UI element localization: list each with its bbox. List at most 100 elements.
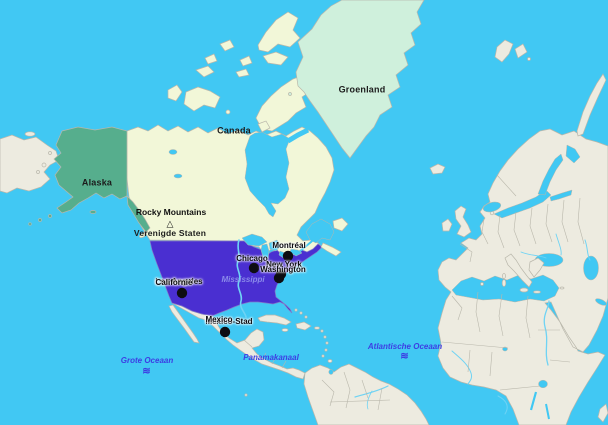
caspian-sea (583, 255, 599, 281)
bahamas-islet (294, 308, 298, 312)
puerto-rico-island (314, 326, 320, 330)
novaya-zemlya (576, 73, 607, 137)
city-dot-los-angeles[interactable] (176, 287, 188, 299)
gulf-of-finland (549, 189, 573, 202)
region-iceland[interactable] (429, 163, 446, 175)
antilles-islet (324, 348, 328, 352)
greenland-islet (288, 92, 292, 96)
region-greece (528, 257, 545, 278)
alaska-group (28, 126, 151, 233)
lake-tanganyika (529, 391, 538, 411)
antilles-islet (323, 335, 327, 339)
aleutian-islet (28, 222, 32, 226)
bahamas-islet (304, 315, 308, 319)
cyprus-island (559, 286, 565, 290)
region-label-groenland: Groenland (338, 84, 386, 95)
city-dot-mexico-stad[interactable] (219, 326, 231, 338)
banks-island (167, 84, 183, 102)
lake-maracaibo (328, 369, 334, 375)
bering-island (24, 131, 36, 137)
city-dot-montr-al[interactable] (282, 250, 294, 262)
victoria-island (183, 86, 221, 112)
st-lawrence-river (298, 236, 317, 253)
skagerrak (482, 201, 502, 213)
lake-huron (268, 239, 282, 252)
region-alaska[interactable] (53, 126, 128, 214)
mountain-icon: △ (166, 218, 174, 229)
city-label-los-angeles: Los Angeles (155, 277, 203, 286)
overlap-label-californi: Californië (155, 278, 193, 287)
region-united-kingdom[interactable] (454, 205, 472, 238)
region-cuba[interactable] (257, 314, 292, 326)
persian-gulf (595, 298, 607, 306)
lake-victoria (538, 379, 548, 389)
river-label-mississippi: Mississippi (221, 275, 265, 284)
city-label-montr-al: Montréal (272, 241, 306, 250)
svalbard-island (514, 43, 528, 59)
water-bodies (168, 127, 607, 420)
water-label-panamakanaal: Panamakanaal (243, 353, 299, 362)
region-label-verenigde-staten: Verenigde Staten (133, 227, 207, 238)
congo-river (497, 395, 508, 415)
svalbard-island (494, 39, 514, 63)
pacific-islet (244, 393, 248, 397)
white-sea (565, 144, 581, 164)
arctic-islet (219, 39, 235, 52)
rivers (236, 233, 591, 415)
balearic-islet (480, 282, 484, 286)
nova-scotia (320, 242, 342, 257)
city-label-new-york: New York (266, 260, 302, 269)
hispaniola-island (295, 321, 312, 331)
newfoundland-island (332, 217, 349, 232)
bering-islet (41, 162, 47, 168)
region-label-canada: Canada (217, 125, 251, 136)
region-chukotka-russia[interactable] (0, 134, 60, 194)
alaska-panhandle (126, 195, 151, 233)
antilles-islet (320, 329, 324, 333)
volga-river (584, 239, 591, 261)
gulf-of-bothnia (537, 153, 564, 196)
svalbard-islet (527, 57, 531, 61)
king-william-islet (225, 109, 231, 115)
waves-icon: ≋ (142, 366, 150, 377)
antilles-islet (321, 354, 325, 358)
region-madagascar (597, 403, 608, 423)
sardinia-island (501, 279, 507, 287)
trinidad-island (327, 359, 333, 363)
sicily-island (519, 287, 529, 293)
crete-island (533, 290, 541, 294)
antilles-islet (325, 341, 329, 345)
region-ireland[interactable] (441, 218, 453, 232)
mountain-range-label: Rocky Mountains (135, 206, 207, 217)
dnieper-river (555, 233, 562, 256)
great-bear-lake (168, 149, 178, 155)
region-italy (504, 253, 533, 288)
region-greenland[interactable] (295, 0, 425, 159)
lake-superior (241, 233, 268, 247)
baltic-sea (493, 189, 552, 219)
country-borders (243, 174, 585, 411)
vancouver-island (139, 232, 147, 238)
bahamas-islet (299, 311, 303, 315)
jamaica-island (281, 328, 289, 332)
region-mexico-central-america[interactable] (171, 302, 306, 380)
city-label-chicago: Chicago (236, 254, 268, 263)
danube-river (520, 251, 547, 259)
waves-icon: ≋ (400, 351, 408, 362)
city-dots-layer (176, 250, 294, 338)
baja-california-peninsula (168, 304, 200, 344)
niger-river (451, 350, 473, 385)
arctic-islet (204, 53, 218, 65)
bering-islet (36, 170, 40, 174)
city-dot-chicago[interactable] (248, 262, 260, 274)
nile-river (543, 300, 550, 366)
region-label-alaska: Alaska (81, 177, 113, 188)
melville-island (195, 65, 215, 78)
gulf-of-st-lawrence (305, 218, 335, 244)
city-dot-washington[interactable] (273, 272, 285, 284)
water-label-grote-oceaan: Grote Oceaan (120, 356, 174, 365)
arctic-islet (239, 55, 253, 67)
land-overlays (244, 217, 565, 397)
